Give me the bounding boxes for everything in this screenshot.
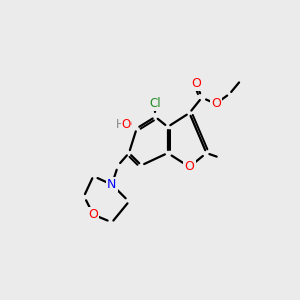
Text: Cl: Cl [149, 97, 161, 110]
Text: O: O [88, 208, 98, 221]
Text: O: O [184, 160, 194, 173]
Text: O: O [211, 97, 221, 110]
Text: HO: HO [115, 118, 133, 131]
Text: N: N [107, 178, 117, 191]
Text: H: H [116, 118, 125, 131]
Text: O: O [121, 118, 130, 131]
Text: O: O [191, 77, 201, 90]
